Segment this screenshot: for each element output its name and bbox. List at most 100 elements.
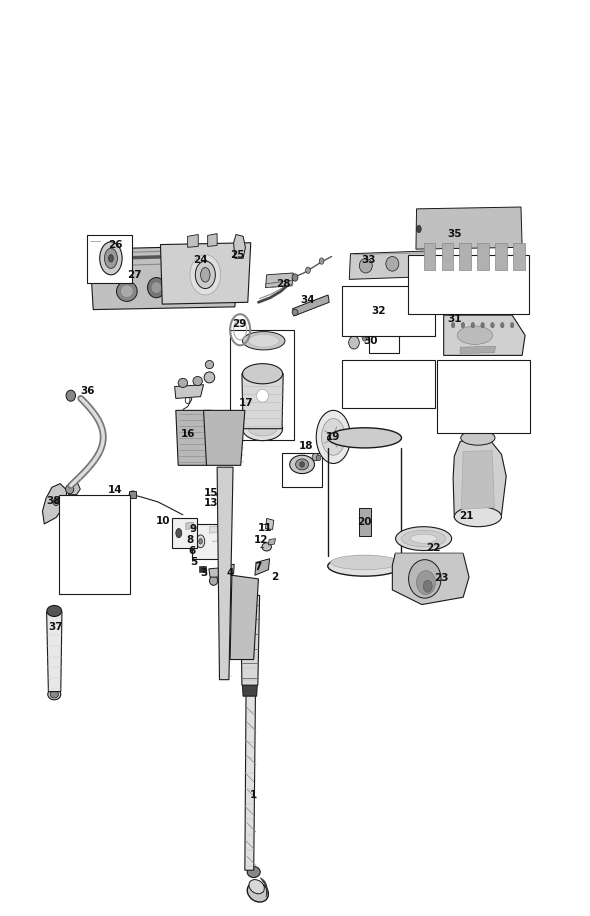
- Ellipse shape: [178, 378, 188, 387]
- Ellipse shape: [316, 410, 350, 463]
- Ellipse shape: [316, 455, 321, 461]
- Ellipse shape: [395, 527, 452, 551]
- Bar: [477, 243, 489, 270]
- Ellipse shape: [461, 431, 495, 445]
- Text: 5: 5: [190, 558, 197, 567]
- Ellipse shape: [510, 322, 514, 328]
- Bar: [441, 243, 453, 270]
- Bar: [437, 360, 530, 433]
- Polygon shape: [217, 467, 233, 680]
- Ellipse shape: [257, 389, 268, 402]
- Polygon shape: [209, 568, 219, 577]
- Ellipse shape: [199, 539, 202, 544]
- Text: 23: 23: [434, 573, 448, 583]
- Ellipse shape: [312, 453, 319, 461]
- Ellipse shape: [417, 225, 421, 233]
- Polygon shape: [453, 437, 506, 518]
- Ellipse shape: [248, 421, 277, 436]
- Ellipse shape: [184, 279, 196, 292]
- Ellipse shape: [190, 255, 221, 295]
- Polygon shape: [186, 522, 194, 529]
- Bar: [59, 495, 130, 594]
- Ellipse shape: [192, 550, 199, 559]
- Bar: [199, 566, 204, 572]
- Ellipse shape: [292, 274, 298, 281]
- Polygon shape: [208, 234, 217, 246]
- Text: 27: 27: [127, 270, 142, 279]
- Polygon shape: [245, 692, 255, 870]
- Polygon shape: [230, 575, 258, 660]
- Polygon shape: [242, 374, 283, 429]
- Ellipse shape: [100, 242, 122, 275]
- Polygon shape: [129, 491, 136, 498]
- Text: 24: 24: [194, 256, 208, 265]
- Text: 22: 22: [427, 543, 441, 552]
- Text: 17: 17: [240, 398, 254, 408]
- Ellipse shape: [292, 310, 298, 315]
- Bar: [342, 360, 435, 408]
- Ellipse shape: [290, 455, 314, 474]
- Ellipse shape: [408, 256, 418, 268]
- Text: 4: 4: [227, 569, 234, 578]
- Bar: [408, 255, 529, 314]
- Ellipse shape: [349, 336, 359, 349]
- Text: 32: 32: [372, 307, 386, 316]
- Bar: [369, 316, 399, 353]
- Text: 7: 7: [255, 562, 262, 572]
- Ellipse shape: [196, 535, 205, 548]
- Ellipse shape: [247, 867, 260, 878]
- Text: 2: 2: [271, 572, 278, 582]
- Ellipse shape: [471, 322, 474, 328]
- Ellipse shape: [248, 334, 279, 347]
- Bar: [460, 243, 471, 270]
- Ellipse shape: [417, 571, 435, 594]
- Polygon shape: [90, 245, 241, 310]
- Polygon shape: [47, 612, 62, 692]
- Polygon shape: [460, 346, 496, 354]
- Ellipse shape: [451, 322, 455, 328]
- Text: 30: 30: [363, 336, 378, 345]
- Polygon shape: [225, 564, 234, 575]
- Ellipse shape: [491, 322, 494, 328]
- Polygon shape: [176, 410, 211, 465]
- Ellipse shape: [249, 879, 264, 894]
- Polygon shape: [241, 595, 260, 685]
- Ellipse shape: [48, 689, 61, 700]
- Polygon shape: [188, 234, 198, 247]
- Text: 18: 18: [299, 442, 313, 451]
- Text: 29: 29: [232, 320, 246, 329]
- Ellipse shape: [408, 560, 441, 598]
- Polygon shape: [416, 207, 522, 249]
- Ellipse shape: [328, 556, 401, 576]
- Ellipse shape: [176, 529, 182, 538]
- Ellipse shape: [210, 275, 227, 293]
- Ellipse shape: [151, 282, 162, 293]
- Ellipse shape: [262, 542, 271, 551]
- Ellipse shape: [481, 322, 484, 328]
- Polygon shape: [242, 685, 257, 696]
- Ellipse shape: [359, 258, 372, 273]
- Text: 25: 25: [231, 250, 245, 259]
- Text: 19: 19: [326, 432, 340, 442]
- Bar: [203, 566, 206, 572]
- Text: 10: 10: [156, 517, 171, 526]
- Polygon shape: [255, 559, 270, 575]
- Text: 38: 38: [46, 496, 60, 506]
- Ellipse shape: [104, 248, 117, 268]
- Ellipse shape: [330, 555, 399, 570]
- Ellipse shape: [296, 459, 309, 470]
- Polygon shape: [68, 484, 80, 495]
- Ellipse shape: [386, 256, 399, 271]
- Ellipse shape: [65, 485, 74, 494]
- Text: 35: 35: [447, 229, 461, 238]
- Bar: [87, 235, 132, 283]
- Polygon shape: [42, 484, 67, 524]
- Polygon shape: [266, 518, 274, 529]
- Text: 14: 14: [108, 485, 122, 495]
- Text: 16: 16: [181, 430, 195, 439]
- Ellipse shape: [194, 551, 198, 557]
- Bar: [372, 310, 381, 324]
- Polygon shape: [204, 410, 245, 465]
- Polygon shape: [392, 553, 469, 605]
- Ellipse shape: [411, 534, 437, 543]
